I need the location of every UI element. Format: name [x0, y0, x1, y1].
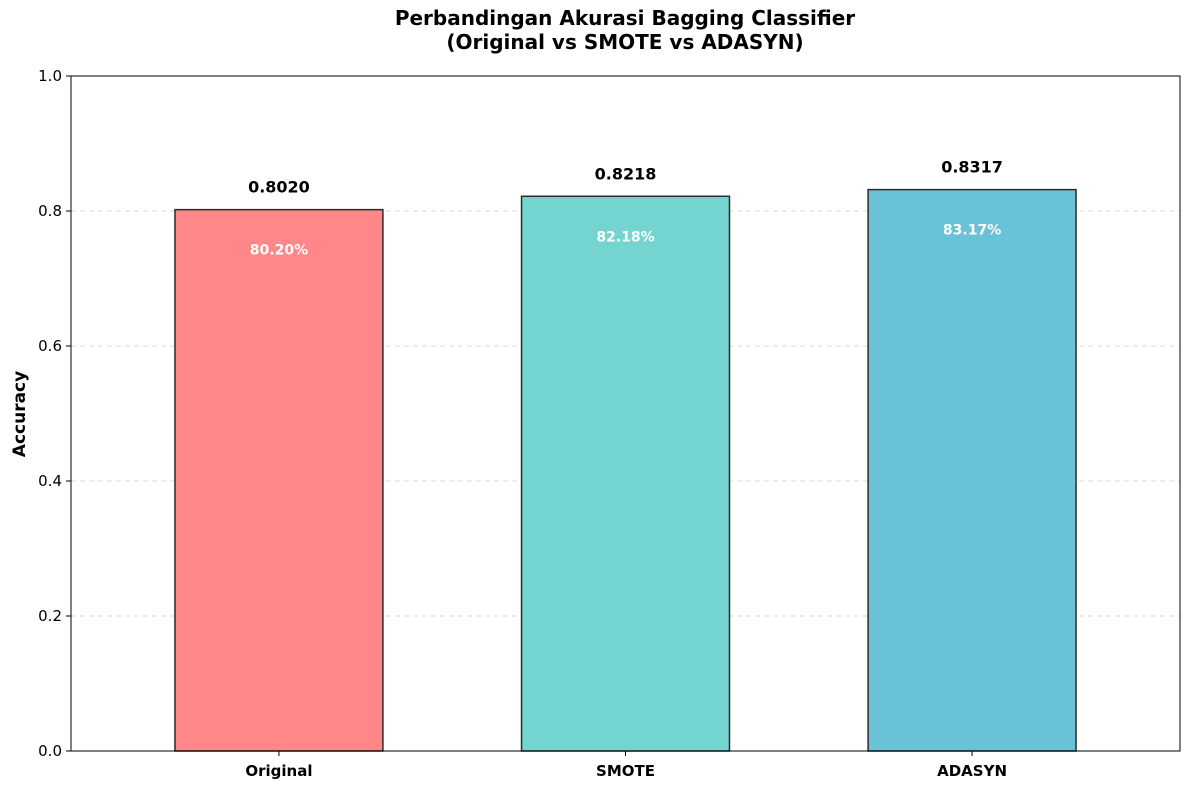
y-tick-label: 0.0	[38, 742, 62, 760]
x-tick-label: SMOTE	[596, 762, 655, 780]
bar	[520, 195, 731, 752]
bar	[867, 188, 1077, 752]
percent-label: 80.20%	[250, 243, 308, 259]
bar	[174, 208, 384, 752]
y-tick-label: 1.0	[38, 67, 62, 85]
y-tick-label: 0.4	[38, 472, 62, 490]
y-tick-label: 0.2	[38, 607, 62, 625]
x-axis-ticks: Original SMOTE ADASYN	[245, 751, 1007, 780]
value-label: 0.8020	[248, 178, 310, 197]
data-labels: 0.8020 80.20% 0.8218 82.18% 0.8317 83.17%	[248, 158, 1003, 259]
x-tick-label: ADASYN	[937, 762, 1007, 780]
y-axis-label: Accuracy	[10, 371, 30, 457]
x-tick-label: Original	[245, 762, 312, 780]
y-axis-ticks: 0.0 0.2 0.4 0.6 0.8 1.0	[38, 67, 71, 760]
y-tick-label: 0.6	[38, 337, 62, 355]
bars	[174, 188, 1077, 752]
value-label: 0.8218	[595, 164, 657, 183]
chart-subtitle: (Original vs SMOTE vs ADASYN)	[446, 30, 803, 54]
value-label: 0.8317	[941, 158, 1003, 177]
percent-label: 82.18%	[596, 229, 654, 245]
y-tick-label: 0.8	[38, 202, 62, 220]
chart-title: Perbandingan Akurasi Bagging Classifier	[395, 6, 855, 30]
percent-label: 83.17%	[943, 223, 1001, 239]
